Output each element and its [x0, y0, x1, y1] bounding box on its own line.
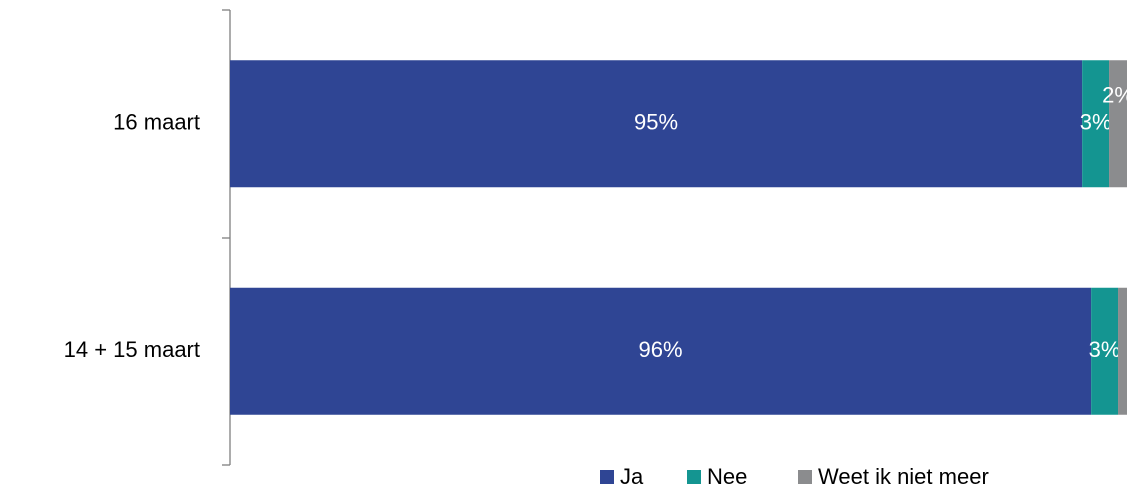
data-label: 2% — [1102, 83, 1134, 108]
bar-segment — [1082, 60, 1110, 188]
data-label: 95% — [634, 110, 678, 135]
legend-swatch — [687, 470, 701, 484]
bar-segment — [1109, 60, 1127, 188]
bar-segment — [230, 287, 1092, 415]
legend-label: Weet ik niet meer — [818, 464, 989, 489]
data-label: 96% — [639, 337, 683, 362]
y-tick-label: 16 maart — [113, 110, 200, 135]
legend-swatch — [798, 470, 812, 484]
legend-swatch — [600, 470, 614, 484]
legend-label: Ja — [620, 464, 644, 489]
y-tick-label: 14 + 15 maart — [64, 337, 200, 362]
bar-segment — [1118, 287, 1127, 415]
bar-segment — [1091, 287, 1119, 415]
data-label: 3% — [1080, 110, 1112, 135]
legend-label: Nee — [707, 464, 747, 489]
bar-segment — [230, 60, 1083, 188]
data-label: 3% — [1089, 337, 1121, 362]
